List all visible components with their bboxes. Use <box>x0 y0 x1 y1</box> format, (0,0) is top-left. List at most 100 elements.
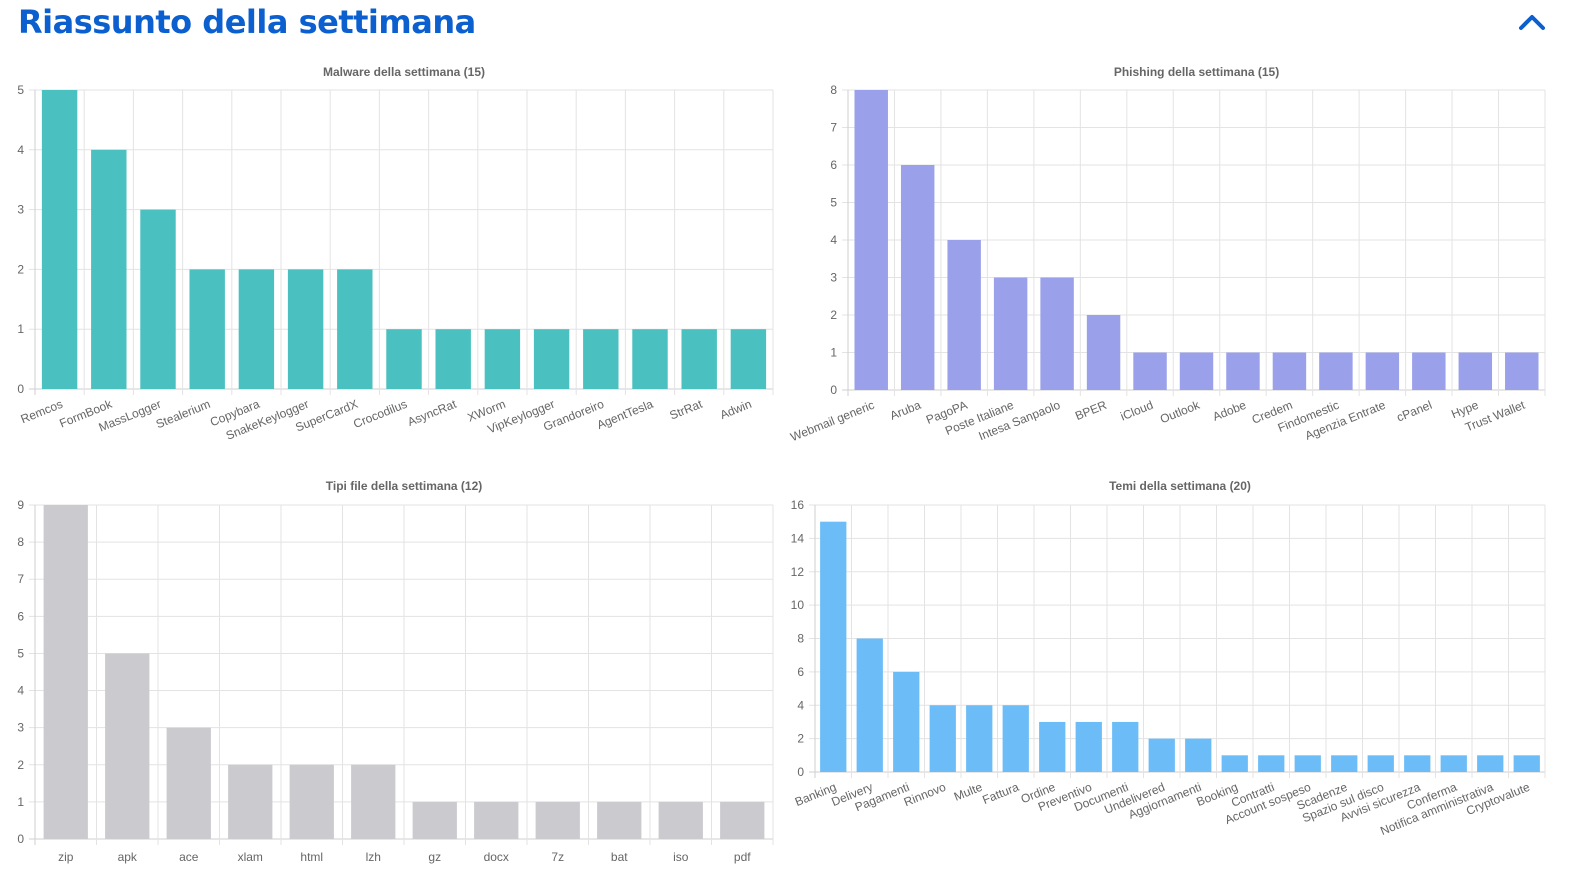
bar-grandoreiro <box>583 329 619 389</box>
x-tick-label: 7z <box>551 850 564 864</box>
bar-contratti <box>1258 755 1285 772</box>
x-tick-label: Aruba <box>888 398 923 423</box>
bar-account-sospeso <box>1294 755 1321 772</box>
y-tick-label: 0 <box>797 765 804 779</box>
x-tick-label: BPER <box>1073 398 1109 423</box>
chart-title: Tipi file della settimana (12) <box>326 479 483 493</box>
bar-icloud <box>1133 352 1167 390</box>
bar-stealerium <box>189 269 225 389</box>
bar-pagopa <box>947 240 981 390</box>
x-tick-label: apk <box>118 850 138 864</box>
x-tick-label: Remcos <box>19 397 65 426</box>
x-tick-label: cPanel <box>1395 398 1434 425</box>
bar-zip <box>43 505 88 839</box>
x-tick-label: Adwin <box>718 397 754 422</box>
bar-ordine <box>1039 721 1066 772</box>
bar-cryptovalute <box>1513 755 1540 772</box>
x-tick-label: Outlook <box>1158 397 1203 426</box>
y-tick-label: 5 <box>830 196 837 210</box>
bar-copybara <box>238 269 275 389</box>
bar-formbook <box>91 149 127 389</box>
bar-aruba <box>900 165 935 390</box>
y-tick-label: 8 <box>797 632 804 646</box>
y-tick-label: 5 <box>17 83 24 97</box>
bar-preventivo <box>1075 721 1102 772</box>
y-tick-label: 3 <box>830 271 837 285</box>
bar-gz <box>412 801 457 839</box>
bar-remcos <box>41 90 78 389</box>
x-tick-label: lzh <box>366 850 381 864</box>
bar-notifica-amministrativa <box>1477 755 1504 772</box>
bar-webmail-generic <box>854 90 888 390</box>
collapse-button[interactable] <box>1514 6 1550 36</box>
x-tick-label: Fattura <box>980 780 1021 807</box>
x-tick-label: Adobe <box>1211 398 1249 424</box>
y-tick-label: 4 <box>17 684 24 698</box>
y-tick-label: 2 <box>797 732 804 746</box>
bar-spazio-sul-disco <box>1367 755 1394 772</box>
y-tick-label: 8 <box>17 535 24 549</box>
y-tick-label: 1 <box>830 346 837 360</box>
bar-scadenze <box>1331 755 1358 772</box>
y-tick-label: 9 <box>17 498 24 512</box>
y-tick-label: 14 <box>791 531 805 545</box>
y-tick-label: 7 <box>830 121 837 135</box>
y-tick-label: 10 <box>791 598 805 612</box>
y-tick-label: 12 <box>791 565 805 579</box>
chart-3: Tipi file della settimana (12) 0 1 2 3 4 5 6 7 8 9… <box>17 479 774 864</box>
bar-fattura <box>1002 705 1029 772</box>
page-title: Riassunto della settimana <box>18 3 476 41</box>
bar-credem <box>1272 352 1307 390</box>
x-tick-label: gz <box>428 850 441 864</box>
x-tick-label: iCloud <box>1118 398 1155 424</box>
y-tick-label: 5 <box>17 646 24 660</box>
y-tick-label: 6 <box>797 665 804 679</box>
bar-asyncrat <box>435 329 471 389</box>
bar-lzh <box>351 764 396 839</box>
x-tick-label: Stealerium <box>154 397 212 431</box>
bar-banking <box>820 521 847 772</box>
bar-pagamenti <box>893 671 920 772</box>
y-tick-label: 4 <box>830 233 837 247</box>
bar-agenttesla <box>632 329 668 389</box>
chart-1: Malware della settimana (15) 0 1 2 3 4 5 Remcos… <box>17 65 774 443</box>
bar-documenti <box>1112 721 1139 772</box>
bar-delivery <box>856 638 883 772</box>
bar-pdf <box>720 801 765 839</box>
x-tick-label: Webmail generic <box>788 398 876 444</box>
y-tick-label: 3 <box>17 203 24 217</box>
bar-rinnovo <box>929 705 956 772</box>
bar-docx <box>474 801 519 839</box>
y-tick-label: 6 <box>17 609 24 623</box>
bar-iso <box>658 801 703 839</box>
chart-title: Malware della settimana (15) <box>323 65 485 79</box>
x-tick-label: Rinnovo <box>902 780 948 810</box>
bar-trust-wallet <box>1505 352 1539 390</box>
y-tick-label: 0 <box>17 382 24 396</box>
y-tick-label: 4 <box>17 143 24 157</box>
y-tick-label: 8 <box>830 83 837 97</box>
bar-masslogger <box>140 209 176 389</box>
bar-findomestic <box>1319 352 1353 390</box>
x-tick-label: AsyncRat <box>405 397 458 429</box>
y-tick-label: 2 <box>17 758 24 772</box>
x-tick-label: AgentTesla <box>595 397 656 432</box>
x-tick-label: StrRat <box>668 397 705 423</box>
bar-adobe <box>1226 352 1260 390</box>
x-tick-label: bat <box>611 850 628 864</box>
y-tick-label: 3 <box>17 721 24 735</box>
bar-7z <box>535 801 580 839</box>
bar-avvisi-sicurezza <box>1404 755 1431 772</box>
bar-crocodilus <box>386 329 422 389</box>
bar-poste-italiane <box>993 277 1028 390</box>
bar-supercardx <box>337 269 373 389</box>
bar-strrat <box>681 329 717 389</box>
bar-agenzia-entrate <box>1365 352 1400 390</box>
bar-hype <box>1458 352 1493 390</box>
y-tick-label: 1 <box>17 322 24 336</box>
x-tick-label: docx <box>484 850 509 864</box>
bar-bat <box>597 801 642 839</box>
x-tick-label: pdf <box>734 850 751 864</box>
y-tick-label: 0 <box>17 832 24 846</box>
